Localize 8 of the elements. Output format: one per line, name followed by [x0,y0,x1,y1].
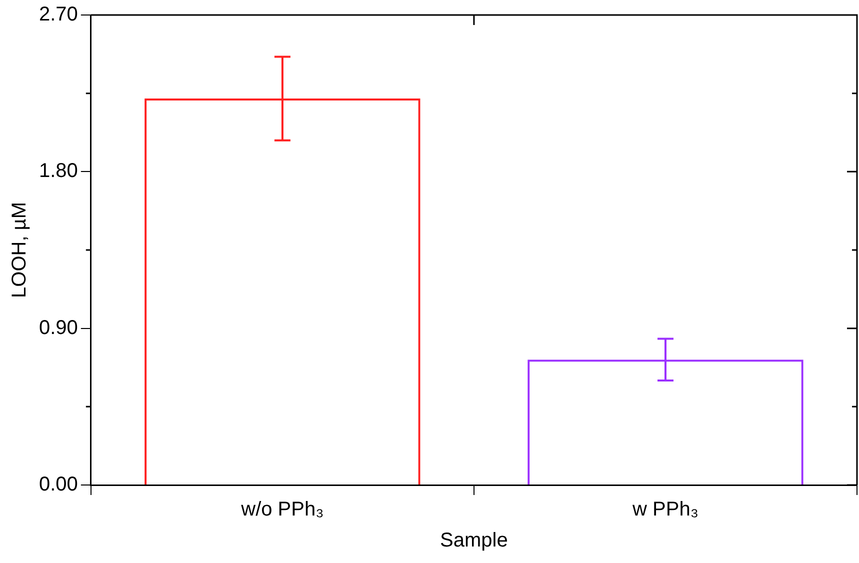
y-tick-label: 0.90 [38,316,78,339]
y-tick-label: 1.80 [38,160,78,182]
x-axis-title: Sample [440,530,508,552]
y-tick-label: 0.00 [38,474,78,496]
x-tick-label: w/o PPh₃ [240,498,324,521]
x-tick-label: w PPh₃ [632,498,698,521]
y-tick-label: 2.70 [38,4,78,26]
y-axis-title: LOOH, µM [8,202,31,298]
